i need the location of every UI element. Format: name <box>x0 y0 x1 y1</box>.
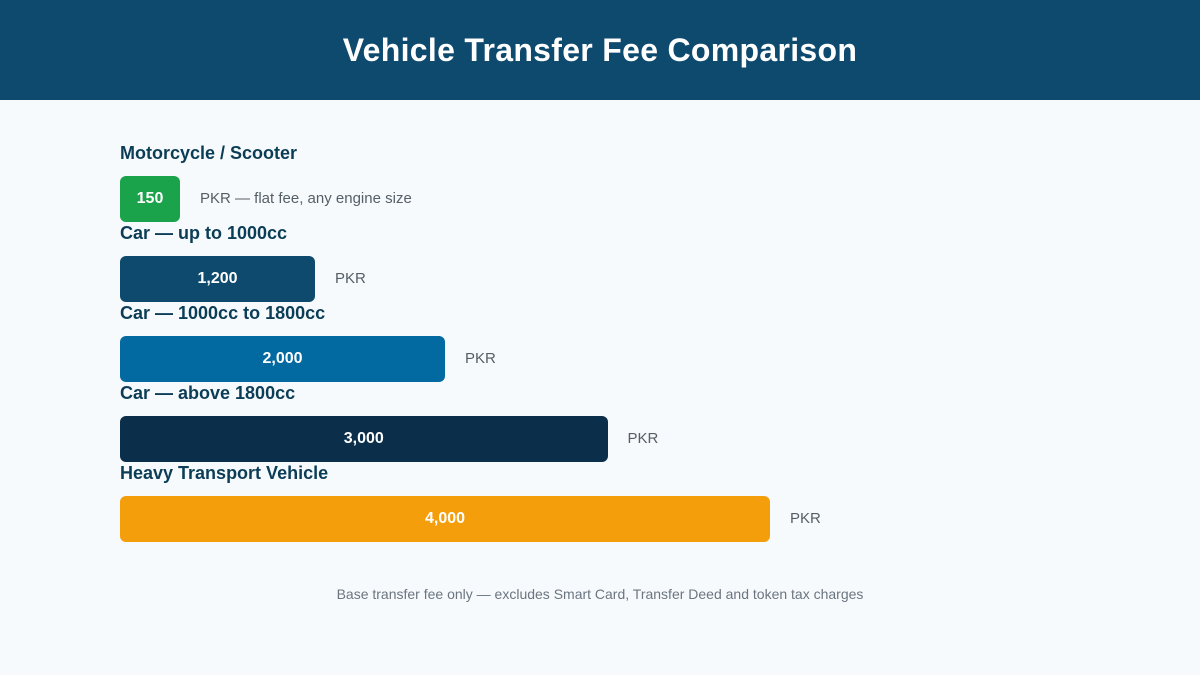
chart-title: Vehicle Transfer Fee Comparison <box>342 31 858 68</box>
chart-footnote: Base transfer fee only — excludes Smart … <box>336 586 864 602</box>
bar: 3,000 <box>120 416 608 462</box>
unit-note: PKR <box>335 270 366 287</box>
unit-note: PKR <box>465 350 496 367</box>
category-label: Car — up to 1000cc <box>120 223 288 243</box>
unit-note: PKR — flat fee, any engine size <box>200 190 412 207</box>
bar-value-label: 150 <box>136 190 164 207</box>
category-label: Motorcycle / Scooter <box>120 143 298 163</box>
bar: 150 <box>120 176 180 222</box>
unit-note: PKR <box>790 510 821 527</box>
bar-value-label: 3,000 <box>343 430 384 447</box>
bar-value-label: 1,200 <box>197 270 238 287</box>
category-label: Car — above 1800cc <box>120 383 296 403</box>
category-label: Car — 1000cc to 1800cc <box>120 303 326 323</box>
unit-note: PKR <box>627 430 659 447</box>
bar-value-label: 4,000 <box>424 510 466 527</box>
bar: 2,000 <box>120 336 445 382</box>
bar: 1,200 <box>120 256 315 302</box>
chart-header: Vehicle Transfer Fee Comparison <box>0 0 1200 100</box>
category-label: Heavy Transport Vehicle <box>120 463 329 483</box>
bar: 4,000 <box>120 496 770 542</box>
bar-value-label: 2,000 <box>262 350 303 367</box>
